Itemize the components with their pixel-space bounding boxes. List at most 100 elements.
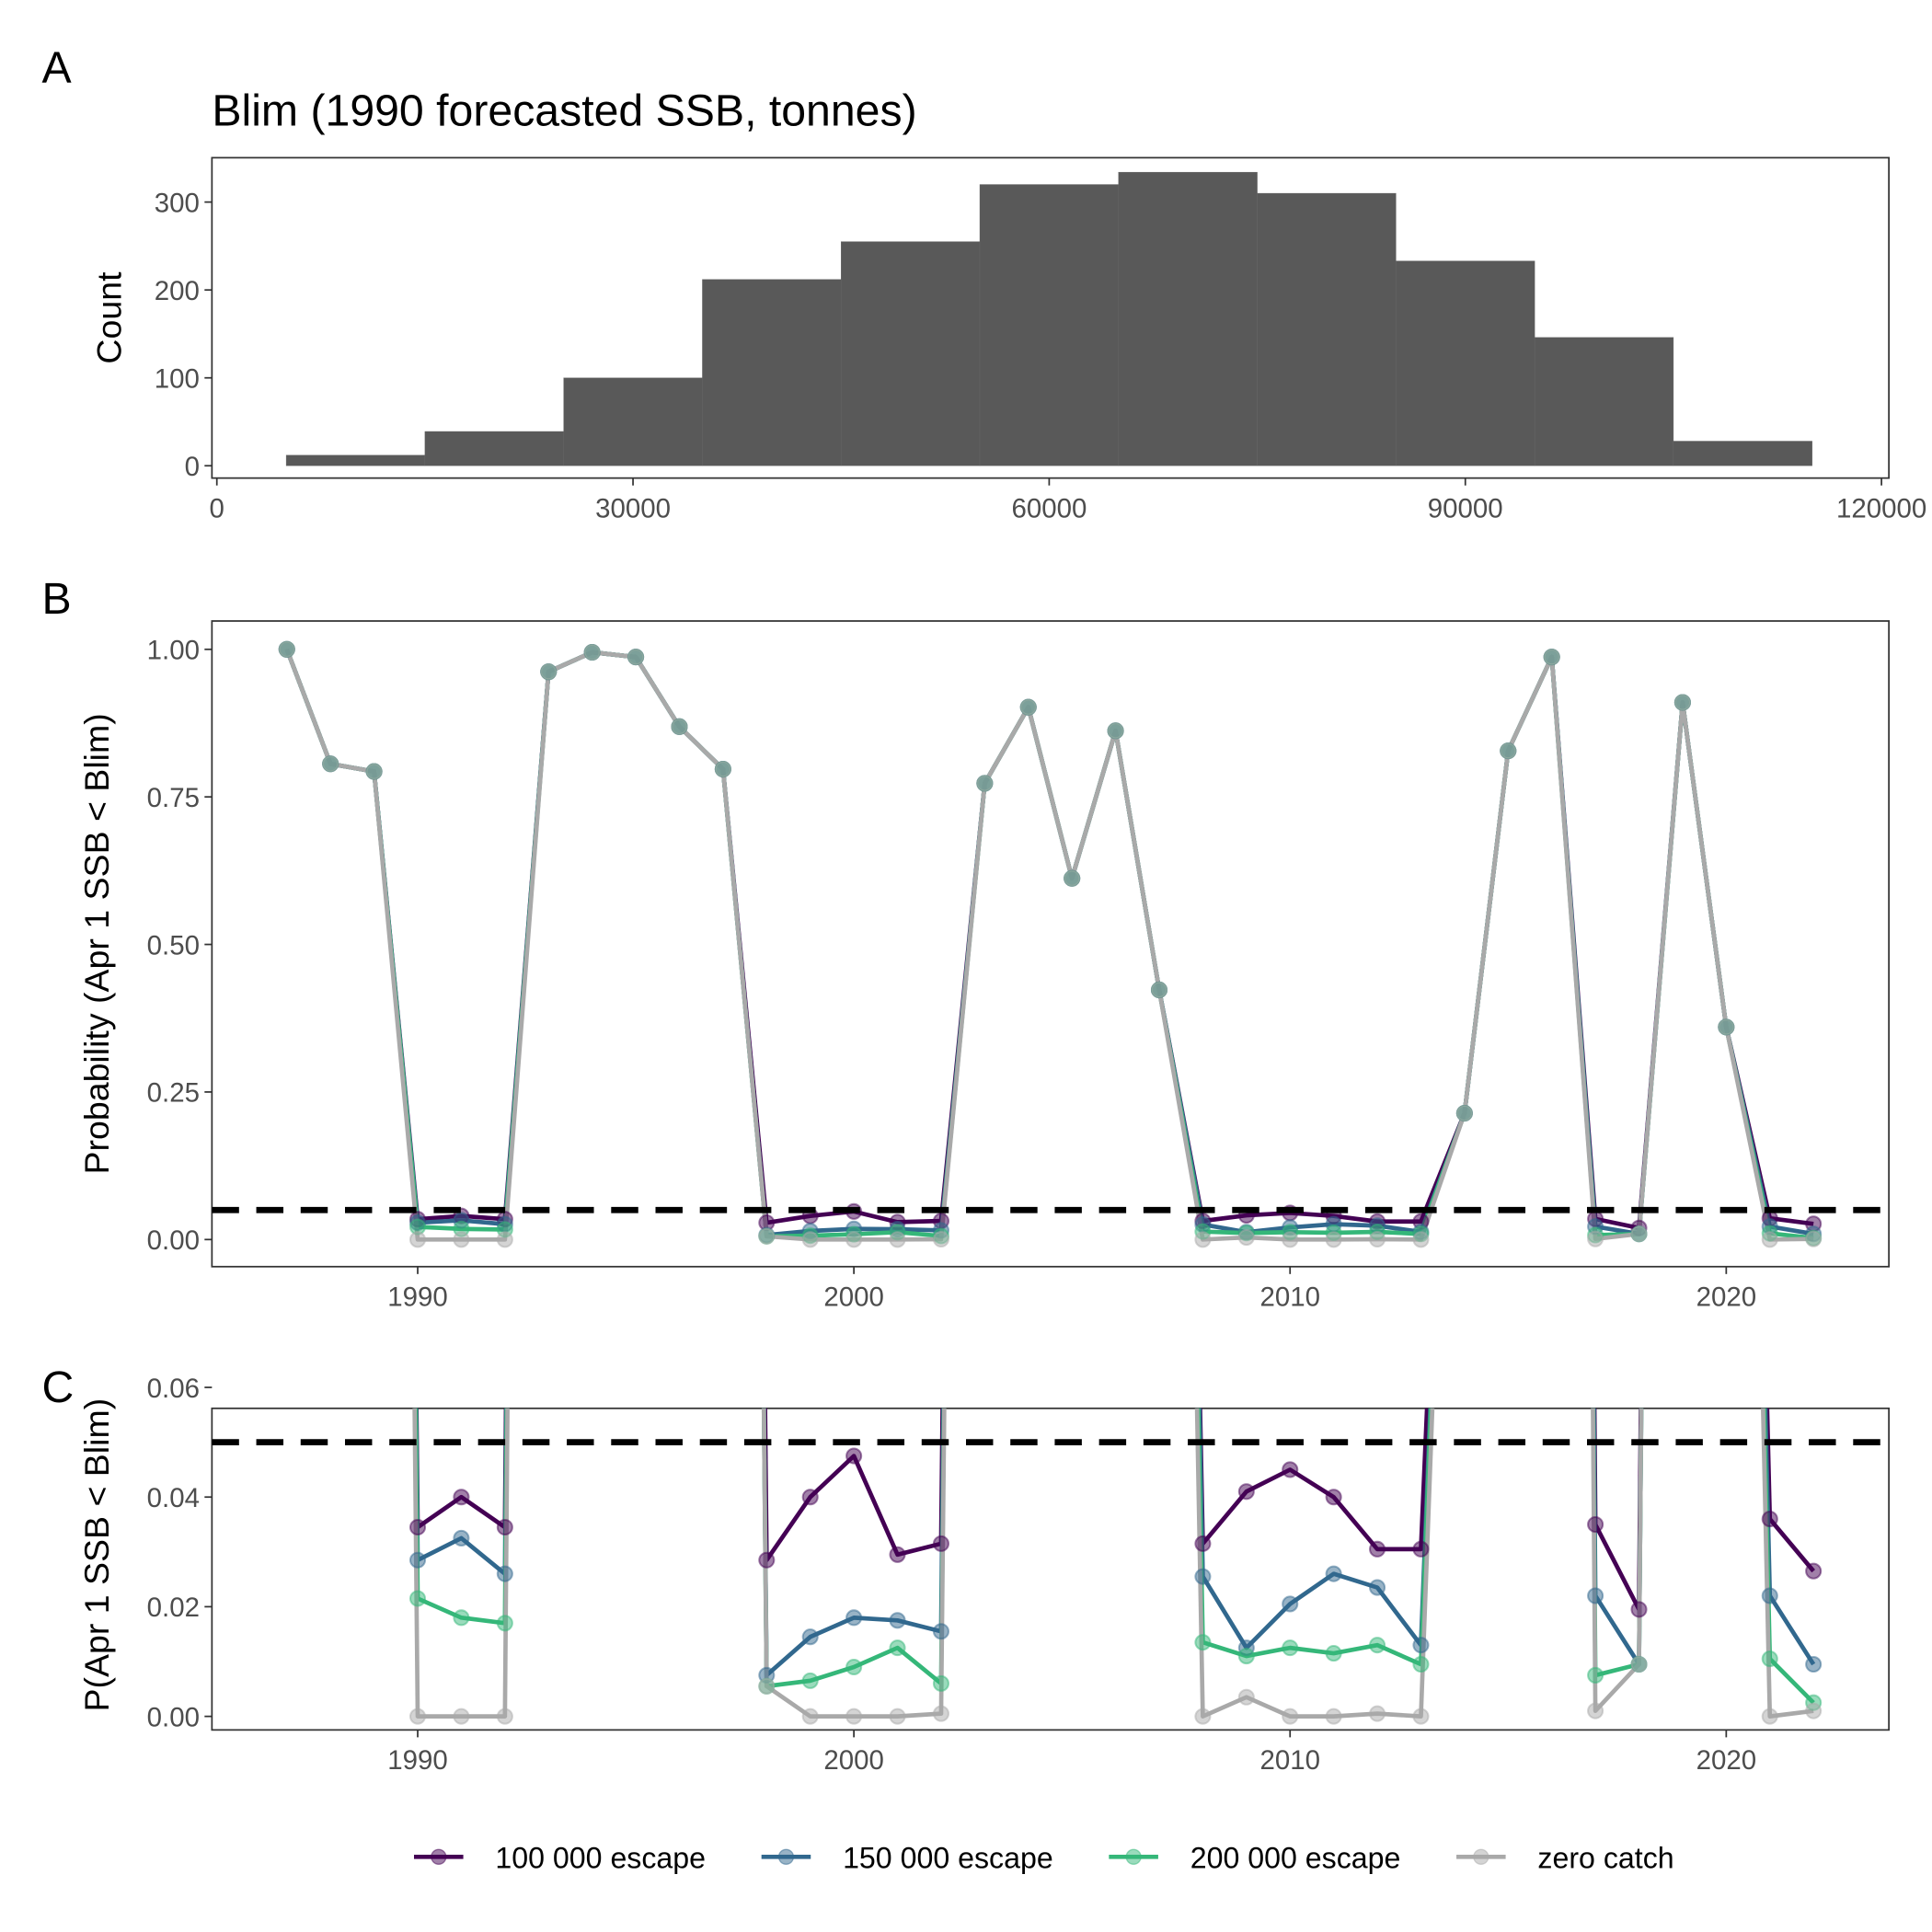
data-point xyxy=(758,1551,776,1569)
x-tick-label: 2000 xyxy=(823,1282,884,1313)
data-point xyxy=(889,1546,906,1563)
y-tick-label: 0.75 xyxy=(147,783,200,813)
data-point xyxy=(1761,1708,1778,1725)
data-point xyxy=(583,643,601,661)
data-point xyxy=(1237,1648,1255,1665)
data-point xyxy=(1064,869,1081,887)
data-point xyxy=(845,1609,863,1627)
data-point xyxy=(1369,1540,1386,1558)
data-point xyxy=(801,1708,819,1725)
data-point xyxy=(453,1489,470,1506)
data-point xyxy=(1805,1562,1823,1580)
histogram-bar xyxy=(1673,441,1812,466)
data-point xyxy=(671,718,688,735)
legend-item: zero catch xyxy=(1456,1841,1674,1874)
data-point xyxy=(1412,1637,1430,1654)
data-point xyxy=(1282,1595,1299,1613)
data-point xyxy=(1325,1645,1342,1662)
data-point xyxy=(1455,1104,1473,1122)
data-point xyxy=(889,1231,906,1248)
data-point xyxy=(1412,1231,1430,1248)
data-point xyxy=(1194,1535,1212,1552)
data-point xyxy=(845,1658,863,1676)
data-point xyxy=(932,1623,949,1640)
data-point xyxy=(1412,1655,1430,1673)
histogram-bar xyxy=(979,184,1119,466)
data-point xyxy=(1587,1702,1604,1719)
data-point xyxy=(1150,981,1168,998)
x-tick-label: 2020 xyxy=(1696,1745,1757,1776)
data-point xyxy=(1805,1702,1823,1719)
data-point xyxy=(1457,535,1472,550)
data-point xyxy=(1457,535,1472,550)
data-point xyxy=(1369,1637,1386,1654)
data-point xyxy=(1543,649,1560,666)
data-point xyxy=(1587,1587,1604,1604)
data-point xyxy=(1282,1708,1299,1725)
data-point xyxy=(801,1672,819,1689)
data-point xyxy=(1587,1666,1604,1684)
data-point xyxy=(714,760,731,778)
data-point xyxy=(1369,1705,1386,1722)
data-point xyxy=(845,1708,863,1725)
panel-c: 1990 2000 2010 2020 0.00 0.02 0.04 0.06 xyxy=(147,535,1890,1776)
panel-label-a: A xyxy=(42,43,73,93)
data-point xyxy=(1282,1231,1299,1248)
data-point xyxy=(1761,1231,1778,1248)
data-point xyxy=(1630,1601,1648,1618)
data-point xyxy=(1457,535,1472,550)
x-tick-label: 120000 xyxy=(1836,494,1926,524)
panel-label-b: B xyxy=(42,574,72,624)
histogram-bar xyxy=(1396,260,1535,466)
legend-label: zero catch xyxy=(1537,1841,1673,1874)
x-tick-label: 2000 xyxy=(823,1745,884,1776)
data-point xyxy=(322,755,339,773)
legend: 100 000 escape 150 000 escape 200 000 esca… xyxy=(413,1841,1674,1874)
data-point xyxy=(889,1612,906,1629)
panel-label-c: C xyxy=(42,1363,75,1412)
data-point xyxy=(1673,694,1691,711)
histogram-bar xyxy=(841,241,981,466)
data-point xyxy=(932,1705,949,1722)
x-tick-label: 1990 xyxy=(387,1282,448,1313)
data-point xyxy=(496,1231,513,1248)
data-point xyxy=(408,1551,427,1569)
y-tick-label: 0 xyxy=(185,452,200,482)
histogram-bar xyxy=(702,279,842,466)
histogram-bar xyxy=(285,454,426,466)
data-point xyxy=(278,640,295,658)
panel-b: 1990 2000 2010 2020 0.00 0.25 0.50 0.75 1.00 xyxy=(147,620,1890,1313)
data-point xyxy=(1237,1688,1255,1706)
data-point xyxy=(1282,1639,1299,1657)
x-tick-label: 2010 xyxy=(1259,1282,1320,1313)
data-point xyxy=(453,1609,470,1627)
data-point xyxy=(1587,1515,1604,1534)
data-point xyxy=(540,663,558,681)
data-point xyxy=(627,649,645,666)
data-point xyxy=(1237,1229,1255,1247)
data-point xyxy=(1805,1230,1823,1248)
panel-a: 0 30000 60000 90000 120000 0 100 200 300 xyxy=(155,156,1926,524)
data-point xyxy=(1761,1587,1778,1604)
data-point xyxy=(1457,535,1472,550)
legend-swatch-point xyxy=(777,1848,795,1866)
data-point xyxy=(976,775,994,792)
plot-area xyxy=(212,640,1890,1248)
data-point xyxy=(1630,1225,1648,1243)
legend-label: 150 000 escape xyxy=(843,1841,1053,1874)
data-point xyxy=(1282,1461,1299,1478)
x-tick-label: 90000 xyxy=(1428,494,1503,524)
data-point xyxy=(1500,742,1517,760)
legend-swatch-point xyxy=(1473,1848,1489,1866)
data-point xyxy=(1761,1650,1778,1668)
data-point xyxy=(801,1628,819,1646)
data-point xyxy=(889,1708,906,1725)
data-point xyxy=(496,1565,513,1582)
data-point xyxy=(1412,1540,1430,1558)
data-point xyxy=(1761,1511,1778,1528)
data-point xyxy=(408,1590,427,1607)
data-point xyxy=(496,1708,513,1725)
series-line-zero-catch xyxy=(284,648,1814,1242)
